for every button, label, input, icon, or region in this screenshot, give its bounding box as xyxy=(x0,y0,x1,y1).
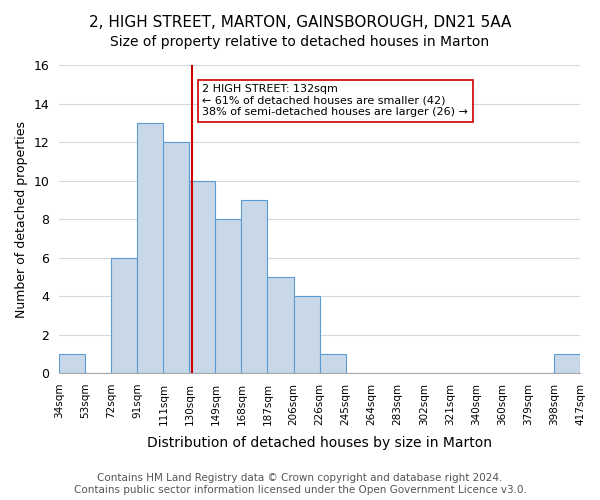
Bar xyxy=(59,354,85,373)
Text: Size of property relative to detached houses in Marton: Size of property relative to detached ho… xyxy=(110,35,490,49)
X-axis label: Distribution of detached houses by size in Marton: Distribution of detached houses by size … xyxy=(147,436,492,450)
Y-axis label: Number of detached properties: Number of detached properties xyxy=(15,120,28,318)
Bar xyxy=(111,258,137,373)
Bar xyxy=(268,277,293,373)
Bar xyxy=(241,200,268,373)
Bar xyxy=(190,180,215,373)
Text: 2, HIGH STREET, MARTON, GAINSBOROUGH, DN21 5AA: 2, HIGH STREET, MARTON, GAINSBOROUGH, DN… xyxy=(89,15,511,30)
Bar xyxy=(163,142,190,373)
Text: 2 HIGH STREET: 132sqm
← 61% of detached houses are smaller (42)
38% of semi-deta: 2 HIGH STREET: 132sqm ← 61% of detached … xyxy=(202,84,468,117)
Bar xyxy=(554,354,580,373)
Bar xyxy=(137,123,163,373)
Bar xyxy=(215,219,241,373)
Bar xyxy=(320,354,346,373)
Bar xyxy=(293,296,320,373)
Text: Contains HM Land Registry data © Crown copyright and database right 2024.
Contai: Contains HM Land Registry data © Crown c… xyxy=(74,474,526,495)
